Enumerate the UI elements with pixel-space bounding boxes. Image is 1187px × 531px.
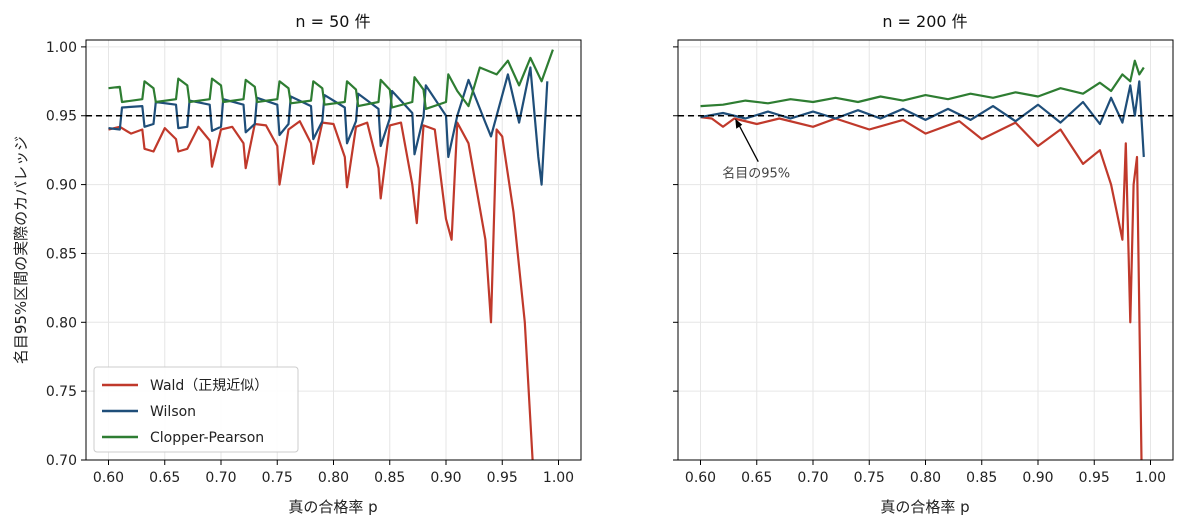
x-tick-label: 0.85: [374, 470, 405, 486]
x-tick-label: 0.70: [797, 470, 828, 486]
x-tick-label: 0.85: [966, 470, 997, 486]
x-tick-label: 0.90: [430, 470, 461, 486]
y-tick-label: 0.85: [46, 246, 77, 262]
x-tick-label: 0.60: [93, 470, 124, 486]
legend-label: Clopper-Pearson: [150, 430, 264, 446]
x-tick-label: 0.65: [149, 470, 180, 486]
x-tick-label: 0.75: [854, 470, 885, 486]
series-line-wald: [108, 120, 534, 460]
x-tick-label: 0.65: [741, 470, 772, 486]
legend: Wald（正規近似） Wilson Clopper-Pearson: [93, 366, 299, 453]
x-tick-label: 0.60: [685, 470, 716, 486]
series-line-wilson: [108, 66, 549, 186]
x-tick-label: 0.70: [205, 470, 236, 486]
annotation-label: 名目の95%: [722, 166, 790, 182]
x-tick-label: 1.00: [1135, 470, 1166, 486]
x-tick-label: 1.00: [543, 470, 574, 486]
x-tick-label: 0.80: [910, 470, 941, 486]
panel-n50: n = 50 件 真の合格率 p 名目95%区間の実際のカバレッジ 0.60 0.…: [12, 12, 582, 516]
chart-title-left: n = 50 件: [295, 12, 370, 31]
series-line-wald: [700, 116, 1143, 460]
x-tick-label: 0.95: [1079, 470, 1110, 486]
legend-label: Wilson: [150, 404, 196, 420]
legend-box: [93, 366, 299, 453]
grid-lines-right: [678, 40, 1173, 461]
y-tick-label: 0.70: [46, 453, 77, 469]
x-axis-label-left: 真の合格率 p: [288, 498, 377, 516]
series-line-wilson: [700, 80, 1145, 158]
y-tick-label: 0.95: [46, 109, 77, 125]
x-tick-label: 0.90: [1022, 470, 1053, 486]
annotation-arrowhead: [735, 118, 743, 129]
chart-title-right: n = 200 件: [882, 12, 967, 31]
y-axis-label: 名目95%区間の実際のカバレッジ: [12, 136, 30, 364]
annotation-arrow: [736, 121, 759, 163]
x-tick-label: 0.95: [487, 470, 518, 486]
series-layer-left: [108, 49, 554, 460]
series-line-clopper-pearson: [700, 59, 1145, 108]
series-line-clopper-pearson: [108, 49, 554, 110]
legend-label: Wald（正規近似）: [150, 378, 268, 394]
y-tick-label: 0.80: [46, 315, 77, 331]
y-tick-label: 1.00: [46, 40, 77, 56]
x-tick-label: 0.80: [318, 470, 349, 486]
x-axis-label-right: 真の合格率 p: [880, 498, 969, 516]
panel-n200: n = 200 件 真の合格率 p 0.60 0.65 0.70 0.75 0.80 0.…: [673, 12, 1174, 516]
series-layer-right: [700, 59, 1145, 460]
y-tick-label: 0.75: [46, 384, 77, 400]
x-tick-label: 0.75: [262, 470, 293, 486]
y-tick-label: 0.90: [46, 178, 77, 194]
